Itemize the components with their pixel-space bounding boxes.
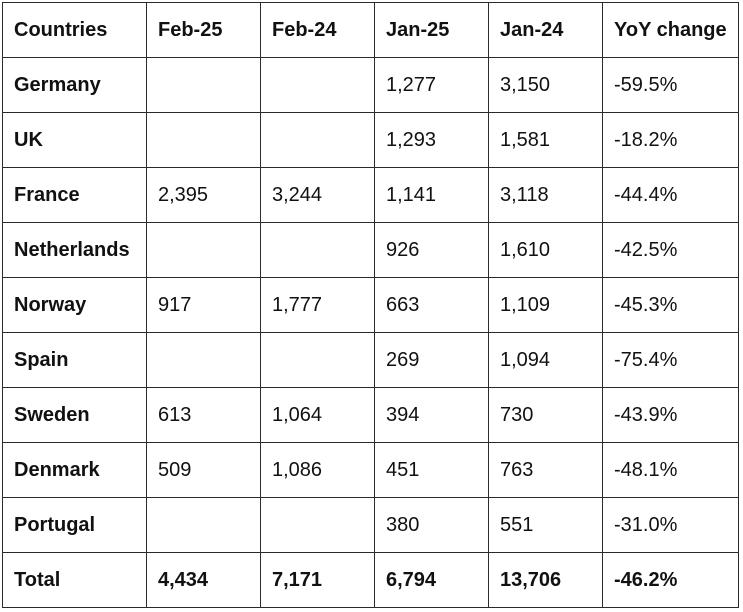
value-cell: [260, 497, 375, 553]
total-value-cell: 4,434: [146, 552, 261, 608]
value-cell: 451: [374, 442, 489, 498]
country-cell: UK: [2, 112, 147, 168]
total-row: Total 4,434 7,171 6,794 13,706 -46.2%: [2, 552, 739, 608]
country-cell: Sweden: [2, 387, 147, 443]
change-cell: -18.2%: [602, 112, 739, 168]
table-row: France 2,395 3,244 1,141 3,118 -44.4%: [2, 167, 739, 223]
change-cell: -43.9%: [602, 387, 739, 443]
value-cell: [146, 57, 261, 113]
value-cell: 380: [374, 497, 489, 553]
total-label: Total: [2, 552, 147, 608]
value-cell: 394: [374, 387, 489, 443]
total-value-cell: 6,794: [374, 552, 489, 608]
value-cell: 3,118: [488, 167, 603, 223]
country-cell: France: [2, 167, 147, 223]
total-change-cell: -46.2%: [602, 552, 739, 608]
value-cell: [260, 332, 375, 388]
table-row: Spain 269 1,094 -75.4%: [2, 332, 739, 388]
table-row: UK 1,293 1,581 -18.2%: [2, 112, 739, 168]
change-cell: -59.5%: [602, 57, 739, 113]
value-cell: 3,150: [488, 57, 603, 113]
table-row: Portugal 380 551 -31.0%: [2, 497, 739, 553]
value-cell: 1,293: [374, 112, 489, 168]
change-cell: -45.3%: [602, 277, 739, 333]
country-cell: Netherlands: [2, 222, 147, 278]
value-cell: 3,244: [260, 167, 375, 223]
table-row: Sweden 613 1,064 394 730 -43.9%: [2, 387, 739, 443]
value-cell: 926: [374, 222, 489, 278]
value-cell: 269: [374, 332, 489, 388]
total-value-cell: 7,171: [260, 552, 375, 608]
value-cell: 1,610: [488, 222, 603, 278]
header-feb-25: Feb-25: [146, 2, 261, 58]
value-cell: [260, 57, 375, 113]
value-cell: 730: [488, 387, 603, 443]
table-row: Norway 917 1,777 663 1,109 -45.3%: [2, 277, 739, 333]
value-cell: 663: [374, 277, 489, 333]
value-cell: 2,395: [146, 167, 261, 223]
value-cell: 613: [146, 387, 261, 443]
value-cell: 1,777: [260, 277, 375, 333]
change-cell: -42.5%: [602, 222, 739, 278]
header-jan-24: Jan-24: [488, 2, 603, 58]
country-cell: Denmark: [2, 442, 147, 498]
country-cell: Germany: [2, 57, 147, 113]
value-cell: 1,086: [260, 442, 375, 498]
value-cell: 509: [146, 442, 261, 498]
value-cell: 1,277: [374, 57, 489, 113]
value-cell: 1,581: [488, 112, 603, 168]
header-yoy-change: YoY change: [602, 2, 739, 58]
header-row: Countries Feb-25 Feb-24 Jan-25 Jan-24 Yo…: [2, 2, 739, 58]
value-cell: 917: [146, 277, 261, 333]
value-cell: [146, 332, 261, 388]
value-cell: 1,109: [488, 277, 603, 333]
change-cell: -31.0%: [602, 497, 739, 553]
value-cell: 1,064: [260, 387, 375, 443]
header-feb-24: Feb-24: [260, 2, 375, 58]
change-cell: -75.4%: [602, 332, 739, 388]
total-value-cell: 13,706: [488, 552, 603, 608]
value-cell: 551: [488, 497, 603, 553]
value-cell: 1,141: [374, 167, 489, 223]
table-row: Germany 1,277 3,150 -59.5%: [2, 57, 739, 113]
change-cell: -44.4%: [602, 167, 739, 223]
table-row: Denmark 509 1,086 451 763 -48.1%: [2, 442, 739, 498]
table-row: Netherlands 926 1,610 -42.5%: [2, 222, 739, 278]
country-cell: Portugal: [2, 497, 147, 553]
header-jan-25: Jan-25: [374, 2, 489, 58]
value-cell: [260, 112, 375, 168]
country-cell: Norway: [2, 277, 147, 333]
value-cell: [146, 222, 261, 278]
value-cell: 1,094: [488, 332, 603, 388]
value-cell: [146, 112, 261, 168]
country-cell: Spain: [2, 332, 147, 388]
value-cell: 763: [488, 442, 603, 498]
value-cell: [146, 497, 261, 553]
header-countries: Countries: [2, 2, 147, 58]
change-cell: -48.1%: [602, 442, 739, 498]
value-cell: [260, 222, 375, 278]
